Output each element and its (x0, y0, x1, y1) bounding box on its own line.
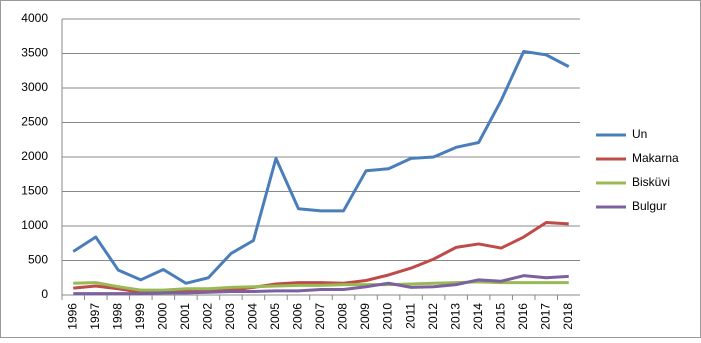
x-tick-label: 2002 (201, 303, 215, 330)
y-tick-label: 2000 (21, 149, 48, 163)
x-tick-label: 2003 (223, 303, 237, 330)
x-tick-label: 2006 (291, 303, 305, 330)
x-tick-label: 2007 (313, 303, 327, 330)
y-tick-label: 4000 (21, 11, 48, 25)
x-tick-label: 2001 (178, 303, 192, 330)
x-tick-label: 1998 (110, 303, 124, 330)
x-tick-label: 2013 (448, 303, 462, 330)
y-tick-label: 1000 (21, 218, 48, 232)
x-tick-label: 2011 (403, 303, 417, 329)
legend-label: Bulgur (632, 199, 667, 213)
y-tick-label: 500 (28, 253, 48, 267)
y-tick-label: 3000 (21, 80, 48, 94)
x-tick-label: 2012 (426, 303, 440, 330)
legend-label: Makarna (632, 151, 679, 165)
x-tick-label: 2018 (561, 303, 575, 330)
y-tick-label: 1500 (21, 184, 48, 198)
x-tick-label: 2004 (246, 303, 260, 330)
x-tick-label: 2016 (516, 303, 530, 330)
x-tick-label: 1999 (133, 303, 147, 330)
legend-label: Bisküvi (632, 175, 670, 189)
x-tick-label: 2009 (358, 303, 372, 330)
x-tick-label: 2017 (538, 303, 552, 330)
y-tick-label: 0 (41, 287, 48, 301)
legend-label: Un (632, 127, 647, 141)
x-tick-label: 2010 (381, 303, 395, 330)
x-tick-label: 2008 (336, 303, 350, 330)
y-tick-label: 2500 (21, 115, 48, 129)
line-series (73, 274, 569, 296)
x-tick-label: 1997 (88, 303, 102, 330)
y-tick-label: 3500 (21, 46, 48, 60)
line-series (72, 49, 570, 285)
x-tick-label: 1996 (65, 303, 79, 330)
x-tick-label: 2014 (471, 303, 485, 330)
x-tick-label: 2015 (493, 303, 507, 330)
x-tick-label: 2005 (268, 303, 282, 330)
line-series (73, 280, 569, 292)
x-tick-label: 2000 (156, 303, 170, 330)
